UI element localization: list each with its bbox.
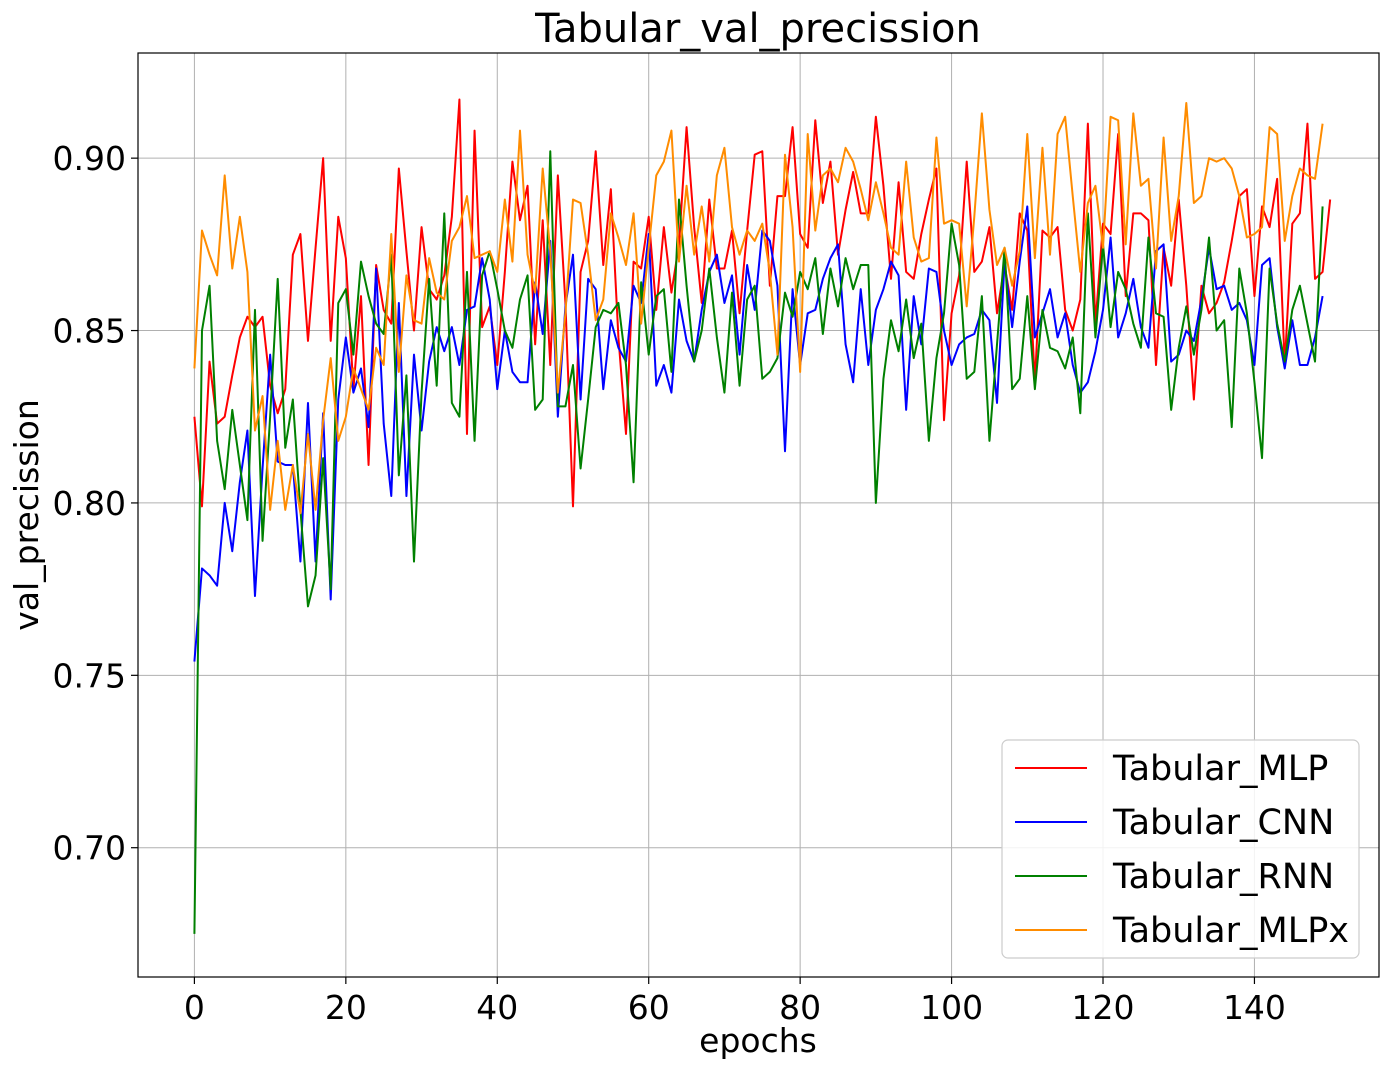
grid-lines bbox=[138, 53, 1379, 977]
y-tick-label: 0.75 bbox=[53, 656, 126, 695]
x-tick-label: 60 bbox=[628, 988, 670, 1027]
legend-box bbox=[1001, 739, 1360, 959]
series-line-tabular-cnn bbox=[193, 205, 1324, 662]
series-line-tabular-rnn bbox=[193, 150, 1324, 934]
series-lines bbox=[193, 98, 1332, 934]
x-tick-label: 80 bbox=[779, 988, 821, 1027]
axis-ticks: 0 20 40 60 80 100 120 140 0.70 0.75 0.80 0.85 0.90 bbox=[53, 139, 1286, 1027]
x-tick-label: 20 bbox=[325, 988, 367, 1027]
y-tick-label: 0.70 bbox=[53, 829, 126, 868]
y-tick-label: 0.80 bbox=[53, 484, 126, 523]
x-tick-label: 120 bbox=[1072, 988, 1135, 1027]
y-axis-label: val_precission bbox=[7, 399, 46, 630]
legend-label-tabular-cnn: Tabular_CNN bbox=[1112, 803, 1334, 843]
x-tick-label: 100 bbox=[920, 988, 983, 1027]
plot-border bbox=[137, 52, 1380, 978]
legend-label-tabular-mlpx: Tabular_MLPx bbox=[1112, 911, 1349, 951]
legend-label-tabular-rnn: Tabular_RNN bbox=[1112, 857, 1334, 897]
series-line-tabular-mlpx bbox=[193, 101, 1324, 515]
x-tick-label: 40 bbox=[476, 988, 518, 1027]
x-tick-label: 0 bbox=[184, 988, 205, 1027]
y-tick-label: 0.90 bbox=[53, 139, 126, 178]
x-axis-label: epochs bbox=[699, 1021, 817, 1060]
y-tick-label: 0.85 bbox=[53, 312, 126, 351]
x-tick-label: 140 bbox=[1223, 988, 1286, 1027]
series-line-tabular-mlp bbox=[193, 98, 1332, 508]
chart-title: Tabular_val_precission bbox=[534, 6, 981, 52]
legend: Tabular_MLP Tabular_CNN Tabular_RNN Tabular… bbox=[1001, 739, 1360, 959]
legend-label-tabular-mlp: Tabular_MLP bbox=[1112, 749, 1328, 789]
